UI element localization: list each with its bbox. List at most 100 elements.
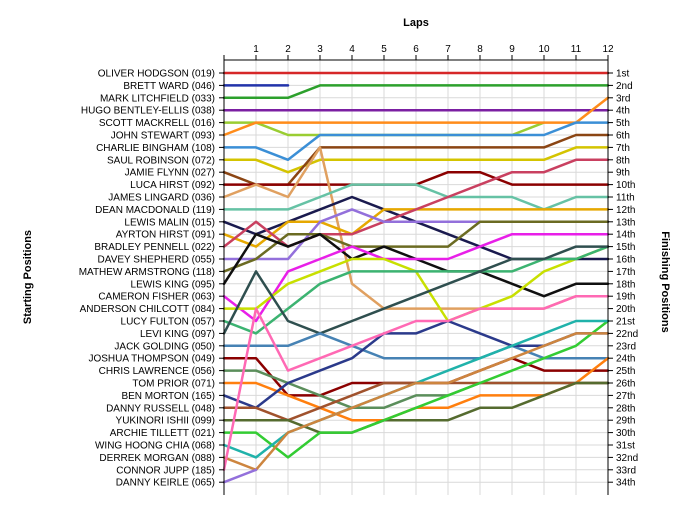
finishing-position-label: 29th [616, 416, 635, 427]
series-line-3 [222, 84, 610, 100]
starting-position-label: DANNY KEIRLE (065) [116, 478, 215, 489]
series-line-22 [222, 245, 610, 335]
series-line-29 [222, 381, 610, 434]
starting-position-label: BRADLEY PENNELL (022) [94, 242, 215, 253]
grid [224, 60, 609, 495]
starting-position-label: HUGO BENTLEY-ELLIS (038) [81, 106, 215, 117]
x-axis-title: Laps [403, 17, 429, 29]
finishing-position-label: 34th [616, 478, 635, 489]
finishing-position-label: 30th [616, 428, 635, 439]
starting-position-label: AYRTON HIRST (091) [116, 230, 215, 241]
starting-position-label: YUKINORI ISHII (099) [116, 416, 215, 427]
starting-position-label: ARCHIE TILLETT (021) [110, 428, 215, 439]
finishing-position-label: 22nd [616, 329, 638, 340]
series-lines [222, 71, 610, 484]
starting-position-label: CHRIS LAWRENCE (056) [99, 366, 215, 377]
starting-position-label: JAMIE FLYNN (027) [125, 168, 215, 179]
starting-position-label: LUCA HIRST (092) [130, 180, 215, 191]
x-tick-label: 7 [445, 44, 451, 55]
starting-position-label: LUCY FULTON (057) [121, 317, 215, 328]
finishing-position-label: 32nd [616, 453, 638, 464]
x-tick-label: 8 [477, 44, 483, 55]
finishing-position-label: 33rd [616, 465, 636, 476]
finishing-position-label: 21st [616, 317, 635, 328]
starting-position-label: BRETT WARD (046) [123, 81, 215, 92]
series-line-32 [222, 332, 610, 472]
finishing-position-label: 24th [616, 354, 635, 365]
finishing-position-label: 6th [616, 131, 630, 142]
x-tick-label: 1 [253, 44, 259, 55]
finishing-position-label: 3rd [616, 93, 630, 104]
finishing-position-label: 23rd [616, 341, 636, 352]
starting-position-label: ANDERSON CHILCOTT (084) [80, 304, 215, 315]
finishing-position-label: 7th [616, 143, 630, 154]
starting-position-label: JACK GOLDING (050) [114, 341, 215, 352]
starting-position-label: JOHN STEWART (093) [111, 131, 215, 142]
series-line-8 [222, 146, 610, 174]
finishing-position-label: 9th [616, 168, 630, 179]
starting-position-label: SAUL ROBINSON (072) [107, 155, 215, 166]
series-line-30 [222, 319, 610, 459]
starting-position-label: LEWIS KING (095) [131, 279, 215, 290]
finishing-position-label: 15th [616, 242, 635, 253]
starting-position-label: CONNOR JUPP (185) [116, 465, 215, 476]
finishing-position-label: 28th [616, 403, 635, 414]
finishing-position-label: 27th [616, 391, 635, 402]
x-tick-label: 11 [571, 44, 582, 55]
x-tick-label: 6 [413, 44, 419, 55]
series-line-7 [222, 121, 610, 162]
starting-position-label: CHARLIE BINGHAM (108) [96, 143, 215, 154]
finishing-position-label: 17th [616, 267, 635, 278]
axes [219, 55, 613, 495]
starting-position-label: MARK LITCHFIELD (033) [100, 93, 215, 104]
series-line-6 [222, 96, 610, 137]
finishing-position-label: 11th [616, 193, 635, 204]
finishing-position-label: 18th [616, 279, 635, 290]
finishing-position-label: 4th [616, 106, 630, 117]
finishing-position-label: 20th [616, 304, 635, 315]
finishing-position-label: 1st [616, 69, 630, 80]
starting-position-label: JAMES LINGARD (036) [108, 193, 215, 204]
x-tick-label: 4 [349, 44, 355, 55]
finishing-position-label: 19th [616, 292, 635, 303]
starting-position-label: SCOTT MACKRELL (016) [99, 118, 215, 129]
x-tick-label: 10 [538, 44, 550, 55]
starting-position-label: DAVEY SHEPHERD (055) [98, 255, 215, 266]
finishing-position-label: 5th [616, 118, 630, 129]
starting-position-label: DEAN MACDONALD (119) [95, 205, 215, 216]
starting-position-label: DANNY RUSSELL (048) [106, 403, 215, 414]
starting-position-label: WING HOONG CHIA (068) [95, 441, 215, 452]
finishing-position-label: 16th [616, 255, 635, 266]
finishing-position-label: 13th [616, 217, 635, 228]
finishing-position-label: 12th [616, 205, 635, 216]
starting-position-label: CAMERON FISHER (063) [98, 292, 215, 303]
finishing-position-label: 14th [616, 230, 635, 241]
starting-position-label: LEVI KING (097) [140, 329, 215, 340]
starting-position-label: BEN MORTON (165) [121, 391, 215, 402]
x-tick-label: 3 [317, 44, 323, 55]
starting-position-label: DERREK MORGAN (088) [99, 453, 215, 464]
x-tick-label: 5 [381, 44, 387, 55]
finishing-position-label: 25th [616, 366, 635, 377]
series-line-19 [222, 232, 610, 323]
starting-position-label: JOSHUA THOMPSON (049) [88, 354, 215, 365]
starting-position-label: OLIVER HODGSON (019) [98, 69, 215, 80]
series-line-33 [222, 294, 610, 472]
finishing-position-label: 10th [616, 180, 635, 191]
right-axis-title: Finishing Positions [659, 231, 671, 332]
series-line-34 [222, 468, 258, 484]
starting-position-label: MATHEW ARMSTRONG (118) [79, 267, 215, 278]
finishing-position-label: 8th [616, 155, 630, 166]
finishing-position-label: 31st [616, 441, 635, 452]
starting-position-label: TOM PRIOR (071) [132, 379, 215, 390]
finishing-position-label: 2nd [616, 81, 633, 92]
starting-position-label: LEWIS MALIN (015) [124, 217, 215, 228]
x-tick-label: 2 [285, 44, 291, 55]
finishing-position-label: 26th [616, 379, 635, 390]
x-tick-label: 12 [602, 44, 614, 55]
x-tick-label: 9 [509, 44, 515, 55]
left-axis-title: Starting Positions [22, 230, 34, 324]
series-line-17 [222, 220, 610, 273]
